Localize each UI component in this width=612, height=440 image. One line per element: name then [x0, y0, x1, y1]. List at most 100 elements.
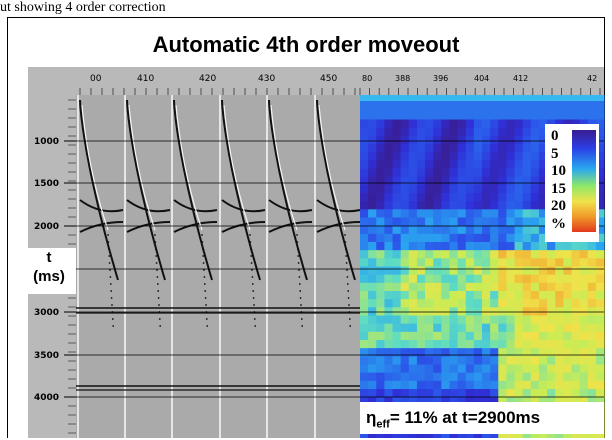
reflection-event: [223, 104, 251, 231]
heat-cell: [400, 201, 410, 210]
heat-cell: [425, 348, 434, 357]
heat-cell: [457, 340, 467, 349]
heat-cell: [514, 389, 524, 398]
heat-cell: [482, 160, 491, 170]
heat-cell: [457, 176, 467, 186]
heat-cell: [522, 217, 532, 227]
heat-cell: [376, 184, 385, 194]
heat-cell: [441, 274, 451, 284]
heat-cell: [457, 315, 467, 325]
heat-cell: [465, 266, 475, 276]
heat-cell: [433, 127, 442, 137]
heat-cell: [441, 323, 451, 333]
heat-cell: [506, 389, 516, 398]
heat-cell: [538, 168, 548, 178]
heat-cell: [449, 201, 459, 210]
heat-cell: [563, 103, 573, 112]
heat-cell: [360, 364, 369, 374]
heat-cell: [392, 348, 402, 357]
heat-cell: [506, 356, 516, 366]
heat-cell: [441, 331, 451, 341]
heat-cell: [408, 266, 418, 276]
heat-cell: [506, 315, 516, 325]
heat-cell: [498, 356, 507, 366]
trace-dot: [107, 234, 109, 236]
trace-dot: [346, 269, 348, 271]
heat-cell: [465, 127, 475, 137]
heat-cell: [449, 266, 459, 276]
heat-cell: [441, 168, 451, 178]
heat-cell: [368, 201, 377, 210]
heat-cell: [384, 111, 394, 121]
heat-cell: [433, 233, 442, 243]
heat-cell: [408, 364, 418, 374]
heat-cell: [433, 201, 442, 210]
trace-dot: [300, 304, 302, 306]
heat-cell: [441, 348, 451, 357]
trace-dot: [109, 283, 112, 285]
heat-cell: [490, 380, 499, 390]
trace-dot: [110, 297, 113, 299]
heat-cell: [441, 258, 451, 268]
x-tick-label: 404: [474, 74, 489, 83]
heat-cell: [425, 242, 434, 251]
heat-cell: [465, 340, 475, 349]
heat-cell: [498, 250, 507, 259]
heat-cell: [547, 266, 556, 276]
heat-cell: [465, 372, 475, 382]
heat-cell: [522, 135, 532, 145]
heat-cell: [360, 389, 369, 398]
heat-cell: [498, 274, 507, 284]
heat-cell: [482, 323, 491, 333]
heat-cell: [376, 152, 385, 161]
heat-cell: [392, 299, 402, 308]
heat-cell: [473, 291, 483, 300]
heat-cell: [441, 250, 451, 259]
heat-cell: [384, 380, 394, 390]
heat-cell: [408, 119, 418, 129]
legend-value: 5: [551, 145, 559, 162]
heat-cell: [376, 225, 385, 235]
heat-cell: [441, 397, 451, 406]
heat-cell: [392, 193, 402, 202]
heat-cell: [457, 242, 467, 251]
heat-cell: [514, 184, 524, 194]
trace-dot: [296, 248, 299, 250]
heat-cell: [408, 144, 418, 153]
heat-cell: [457, 356, 467, 366]
heat-cell: [376, 274, 385, 284]
heat-cell: [482, 397, 491, 406]
heat-cell: [400, 168, 410, 178]
heat-cell: [360, 266, 369, 276]
heat-cell: [360, 127, 369, 137]
heat-cell: [514, 176, 524, 186]
heat-cell: [522, 348, 532, 357]
heat-cell: [360, 201, 369, 210]
heat-cell: [482, 225, 491, 235]
heat-cell: [595, 397, 605, 406]
heat-cell: [490, 176, 499, 186]
heat-cell: [416, 258, 426, 268]
heat-cell: [498, 266, 507, 276]
heat-cell: [416, 266, 426, 276]
heat-cell: [522, 315, 532, 325]
heat-cell: [384, 119, 394, 129]
heat-cell: [408, 184, 418, 194]
y-tick-label: 3500: [34, 351, 59, 361]
heat-cell: [498, 119, 507, 129]
trace-dot: [348, 304, 350, 306]
heat-cell: [376, 127, 385, 137]
heat-cell: [482, 184, 491, 194]
heat-cell: [433, 119, 442, 129]
heat-cell: [473, 152, 483, 161]
heat-cell: [400, 266, 410, 276]
figure-title: Automatic 4th order moveout: [152, 32, 460, 57]
x-tick-label: 410: [137, 74, 154, 84]
heat-cell: [376, 397, 385, 406]
reflection-event: [173, 199, 218, 213]
heat-cell: [514, 168, 524, 178]
heat-cell: [457, 274, 467, 284]
reflection-event: [316, 199, 361, 213]
heat-cell: [465, 299, 475, 308]
trace-dot: [250, 262, 253, 264]
